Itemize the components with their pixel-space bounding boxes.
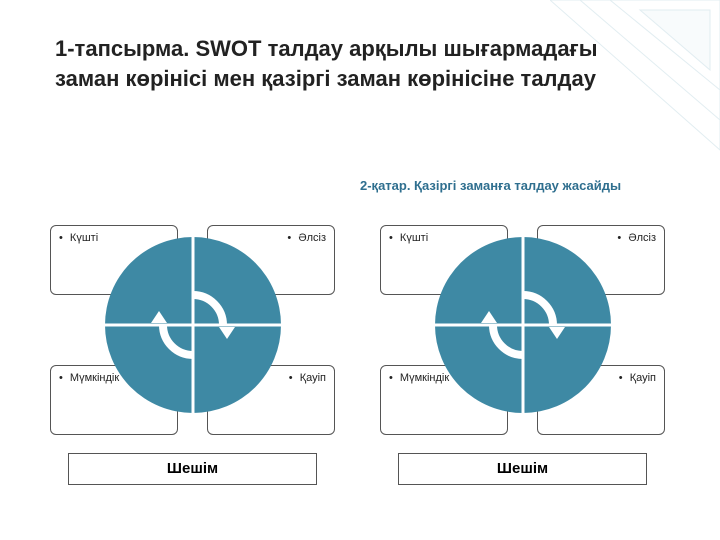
- bullet-icon: •: [289, 372, 293, 384]
- bullet-icon: •: [389, 372, 393, 384]
- quad-label: Әлсіз: [628, 232, 656, 244]
- bullet-icon: •: [287, 232, 291, 244]
- bullet-icon: •: [59, 372, 63, 384]
- solution-label: Шешім: [497, 460, 548, 477]
- swot-circle-icon: [103, 235, 283, 415]
- bullet-icon: •: [619, 372, 623, 384]
- quad-label: Қауіп: [630, 372, 656, 384]
- bullet-icon: •: [59, 232, 63, 244]
- quad-label: Қауіп: [300, 372, 326, 384]
- solution-box: Шешім: [68, 453, 317, 485]
- bullet-icon: •: [617, 232, 621, 244]
- quad-label: Әлсіз: [298, 232, 326, 244]
- page-title: 1-тапсырма. SWOT талдау арқылы шығармада…: [55, 34, 650, 93]
- swot-diagram-right: • Күшті • Әлсіз • Мүмкіндік • Қауіп Шеші…: [380, 225, 665, 485]
- solution-box: Шешім: [398, 453, 647, 485]
- quad-label: Күшті: [70, 232, 98, 244]
- quad-label: Күшті: [400, 232, 428, 244]
- swot-circle-icon: [433, 235, 613, 415]
- sub-caption: 2-қатар. Қазіргі заманға талдау жасайды: [360, 178, 621, 193]
- solution-label: Шешім: [167, 460, 218, 477]
- bullet-icon: •: [389, 232, 393, 244]
- swot-diagram-left: • Күшті • Әлсіз • Мүмкіндік • Қауіп Шеші…: [50, 225, 335, 485]
